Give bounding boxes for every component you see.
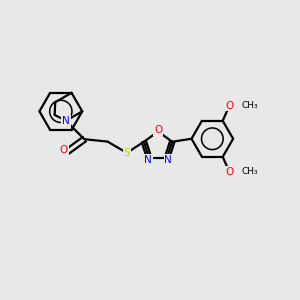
Text: CH₃: CH₃ xyxy=(242,167,258,176)
Text: S: S xyxy=(124,148,130,158)
Text: N: N xyxy=(144,155,152,165)
Text: O: O xyxy=(226,167,234,177)
Text: N: N xyxy=(62,116,70,126)
Text: O: O xyxy=(226,100,234,111)
Text: O: O xyxy=(154,125,162,135)
Text: CH₃: CH₃ xyxy=(242,101,258,110)
Text: O: O xyxy=(59,145,68,155)
Text: N: N xyxy=(164,155,172,165)
